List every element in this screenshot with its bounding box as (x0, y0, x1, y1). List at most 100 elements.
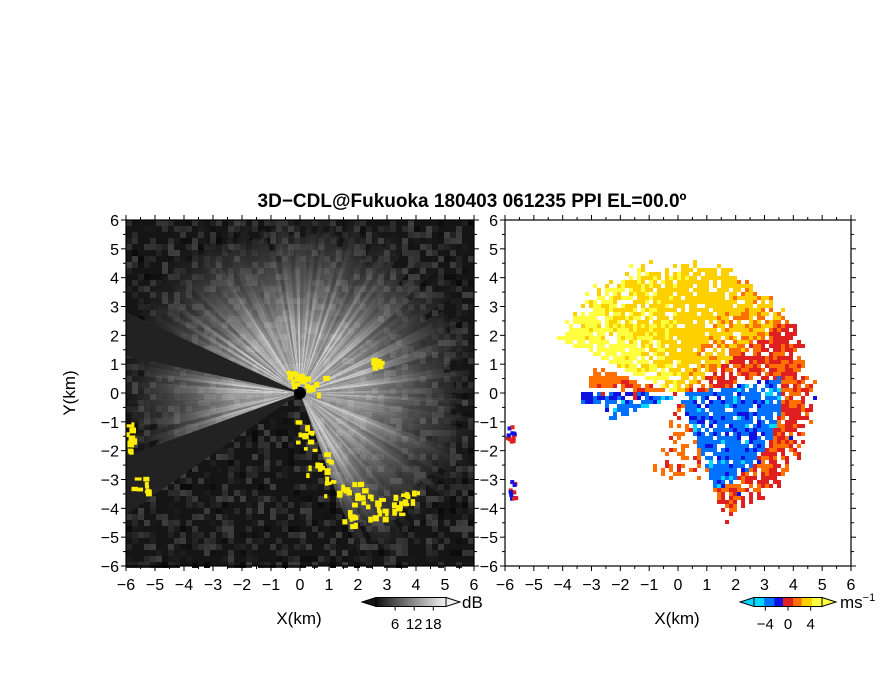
velocity-cell (593, 324, 597, 328)
velocity-cell (701, 324, 705, 328)
noise-cell (264, 478, 270, 484)
velocity-cell (633, 304, 637, 308)
noise-cell (462, 304, 468, 310)
velocity-cell (593, 352, 597, 356)
noise-cell (402, 526, 408, 532)
echo-ray (250, 238, 300, 393)
noise-cell (210, 532, 216, 538)
velocity-cell (701, 392, 705, 396)
noise-cell (372, 544, 378, 550)
velocity-cell (721, 292, 725, 296)
velocity-cell (641, 336, 645, 340)
velocity-cell (721, 376, 725, 380)
velocity-cell (725, 384, 729, 388)
velocity-cell (789, 448, 793, 452)
velocity-cell (613, 360, 617, 364)
velocity-cell (701, 412, 705, 416)
velocity-cell (741, 388, 745, 392)
noise-cell (354, 556, 360, 562)
velocity-cell (765, 412, 769, 416)
velocity-cell (793, 448, 797, 452)
velocity-cell (673, 312, 677, 316)
noise-cell (264, 496, 270, 502)
colorbar-tick-label: 12 (406, 616, 423, 633)
velocity-cell (749, 332, 753, 336)
noise-cell (180, 538, 186, 544)
velocity-cell (673, 348, 677, 352)
velocity-cell (697, 348, 701, 352)
velocity-cell (777, 324, 781, 328)
velocity-cell (713, 308, 717, 312)
noise-cell (210, 496, 216, 502)
noise-cell (468, 502, 474, 508)
noise-cell (174, 544, 180, 550)
velocity-cell (701, 372, 705, 376)
velocity-cell (717, 452, 721, 456)
velocity-cell (605, 308, 609, 312)
velocity-cell (757, 488, 761, 492)
noise-cell (192, 562, 198, 568)
velocity-cell (577, 340, 581, 344)
saturated-echo (318, 463, 324, 469)
noise-cell (276, 430, 282, 436)
noise-cell (228, 496, 234, 502)
saturated-echo (376, 503, 381, 509)
velocity-cell (681, 284, 685, 288)
noise-cell (366, 544, 372, 550)
velocity-cell (785, 404, 789, 408)
velocity-cell (757, 460, 761, 464)
velocity-cell (761, 452, 765, 456)
velocity-cell (677, 436, 681, 440)
velocity-cell (741, 308, 745, 312)
velocity-cell (697, 412, 701, 416)
velocity-cell (753, 468, 757, 472)
noise-cell (360, 226, 366, 232)
noise-cell (174, 484, 180, 490)
noise-cell (270, 514, 276, 520)
velocity-cell (617, 312, 621, 316)
velocity-cell (729, 416, 733, 420)
saturated-echo (355, 494, 361, 502)
saturated-echo (145, 489, 152, 497)
noise-cell (180, 544, 186, 550)
velocity-cell (653, 308, 657, 312)
noise-cell (228, 562, 234, 568)
noise-cell (252, 544, 258, 550)
noise-cell (264, 460, 270, 466)
velocity-cell (781, 388, 785, 392)
velocity-cell (601, 308, 605, 312)
velocity-cell (641, 320, 645, 324)
velocity-cell (621, 396, 625, 400)
noise-cell (414, 226, 420, 232)
velocity-cell (605, 288, 609, 292)
velocity-unit-base: ms (840, 593, 863, 612)
velocity-cell (673, 472, 677, 476)
noise-cell (462, 292, 468, 298)
velocity-cell (645, 344, 649, 348)
velocity-cell (689, 304, 693, 308)
velocity-cell (749, 372, 753, 376)
velocity-cell (813, 396, 817, 400)
velocity-cell (601, 348, 605, 352)
colorbar-segment (757, 597, 760, 607)
noise-cell (198, 478, 204, 484)
velocity-cell (693, 332, 697, 336)
velocity-cell (725, 284, 729, 288)
velocity-cell (737, 384, 741, 388)
velocity-cell (697, 408, 701, 412)
velocity-cell (697, 360, 701, 364)
velocity-cell (657, 272, 661, 276)
velocity-cell (621, 308, 625, 312)
blocked-sector (126, 311, 300, 393)
noise-cell (192, 502, 198, 508)
noise-cell (330, 502, 336, 508)
velocity-cell (753, 356, 757, 360)
noise-cell (186, 496, 192, 502)
velocity-cell (697, 336, 701, 340)
velocity-cell (761, 408, 765, 412)
noise-cell (276, 520, 282, 526)
saturated-echo (357, 482, 364, 487)
velocity-cell (729, 420, 733, 424)
velocity-cell (777, 388, 781, 392)
velocity-cell (697, 280, 701, 284)
